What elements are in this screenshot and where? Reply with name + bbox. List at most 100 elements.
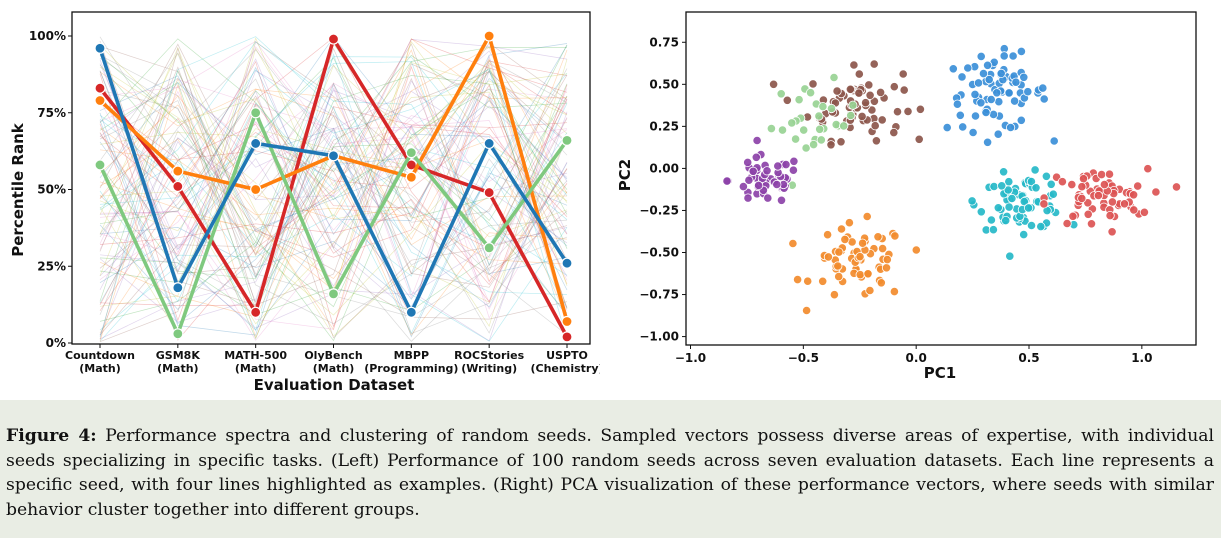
pca-point-brown — [857, 111, 867, 122]
background-seed-line — [99, 52, 568, 337]
dataset-tick-label: (Math) — [313, 362, 355, 375]
pca-point-green — [831, 120, 841, 130]
pca-point-green — [816, 135, 826, 145]
right-y-tick-label: 0.50 — [649, 77, 679, 91]
pca-point-red — [1077, 182, 1087, 192]
background-seed-line — [99, 40, 568, 303]
background-seed-line — [99, 58, 568, 315]
left-x-axis-label: Evaluation Dataset — [254, 376, 415, 394]
background-seed-line — [99, 75, 568, 300]
pca-point-orange — [823, 230, 833, 240]
pca-point-purple — [773, 161, 783, 171]
seed-point — [94, 159, 106, 171]
pca-point-cyan — [1030, 165, 1040, 175]
pca-points — [722, 44, 1182, 316]
background-seed-line — [99, 54, 568, 325]
pca-point-orange — [877, 244, 888, 254]
pca-point-cyan — [1026, 177, 1036, 187]
right-x-tick-label: −1.0 — [675, 351, 706, 365]
pca-point-blue — [1016, 115, 1026, 125]
background-seed-line — [99, 57, 568, 314]
pca-point-purple — [781, 160, 791, 170]
dataset-tick-label: Countdown — [65, 349, 135, 362]
pca-point-purple — [754, 180, 764, 190]
seed-point — [172, 165, 184, 177]
left-parallel-chart: 0%25%50%75%100% Countdown(Math)GSM8K(Mat… — [9, 11, 600, 394]
pca-point-red — [1139, 207, 1150, 217]
pca-point-blue — [1038, 83, 1048, 93]
pca-point-green — [799, 125, 809, 135]
pca-point-orange — [911, 245, 921, 255]
background-seed-line — [99, 77, 568, 336]
pca-point-blue — [973, 78, 984, 88]
pca-point-red — [1128, 190, 1139, 200]
dataset-tick-label: USPTO — [546, 349, 588, 362]
background-seed-line — [99, 41, 568, 276]
pca-point-blue — [984, 75, 994, 85]
pca-point-brown — [832, 86, 842, 96]
background-seed-line — [99, 64, 568, 334]
background-seed-line — [99, 43, 568, 275]
pca-point-blue — [1004, 88, 1014, 98]
pca-point-blue — [968, 127, 978, 138]
left-y-ticks: 0% 25% 50% 75% 100% — [29, 29, 72, 350]
background-seed-line — [99, 38, 568, 249]
pca-point-cyan — [967, 196, 977, 206]
pca-point-cyan — [998, 167, 1009, 177]
pca-point-red — [1067, 180, 1077, 190]
pca-point-orange — [889, 286, 899, 297]
pca-point-green — [809, 140, 819, 150]
background-seed-line — [99, 105, 568, 335]
pca-point-blue — [982, 137, 993, 147]
background-seed-line — [99, 69, 568, 304]
pca-point-blue — [978, 69, 989, 79]
pca-point-red — [1093, 190, 1103, 201]
pca-point-red — [1039, 199, 1049, 209]
pca-point-purple — [763, 193, 773, 203]
dataset-tick-label: (Math) — [235, 362, 277, 375]
background-seed-line — [99, 82, 568, 336]
seed-point — [250, 183, 262, 196]
pca-point-red — [1129, 205, 1139, 215]
pca-point-blue — [976, 98, 986, 108]
dataset-tick-label: (Chemistry) — [530, 362, 600, 375]
background-seed-line — [99, 87, 568, 342]
background-seed-line — [99, 39, 568, 291]
left-y-tick-label: 100% — [29, 29, 66, 43]
pca-point-blue — [970, 89, 980, 100]
pca-point-orange — [829, 290, 839, 300]
pca-point-blue — [993, 129, 1003, 139]
pca-point-green — [814, 111, 824, 121]
background-seed-line — [99, 84, 568, 308]
pca-point-blue — [999, 51, 1009, 61]
pca-point-orange — [834, 247, 844, 257]
background-seed-line — [99, 54, 568, 318]
right-y-tick-label: −0.75 — [639, 288, 679, 302]
pca-point-purple — [751, 152, 761, 162]
dataset-tick-label: MATH-500 — [224, 349, 287, 362]
pca-point-orange — [818, 276, 828, 286]
background-seed-line — [99, 45, 568, 217]
pca-point-cyan — [1041, 171, 1051, 181]
pca-point-blue — [986, 94, 996, 105]
right-y-tick-label: 0.25 — [649, 119, 679, 133]
pca-point-red — [1119, 199, 1130, 209]
pca-point-red — [1171, 182, 1182, 192]
pca-point-blue — [1011, 77, 1021, 87]
pca-point-blue — [1008, 51, 1018, 61]
pca-point-purple — [762, 166, 772, 176]
pca-point-green — [776, 89, 786, 99]
right-y-tick-label: −1.00 — [639, 330, 679, 344]
highlighted-seed-lines — [94, 30, 573, 343]
pca-point-blue — [1039, 94, 1049, 104]
background-seed-line — [99, 40, 568, 275]
pca-point-orange — [834, 271, 844, 282]
pca-point-brown — [854, 69, 864, 79]
left-y-tick-label: 25% — [37, 259, 66, 273]
pca-point-brown — [854, 88, 864, 98]
pca-point-green — [818, 102, 828, 112]
seed-point — [327, 150, 340, 162]
pca-point-orange — [844, 218, 854, 228]
background-seed-line — [99, 59, 568, 272]
right-x-tick-label: 1.0 — [1131, 351, 1152, 365]
